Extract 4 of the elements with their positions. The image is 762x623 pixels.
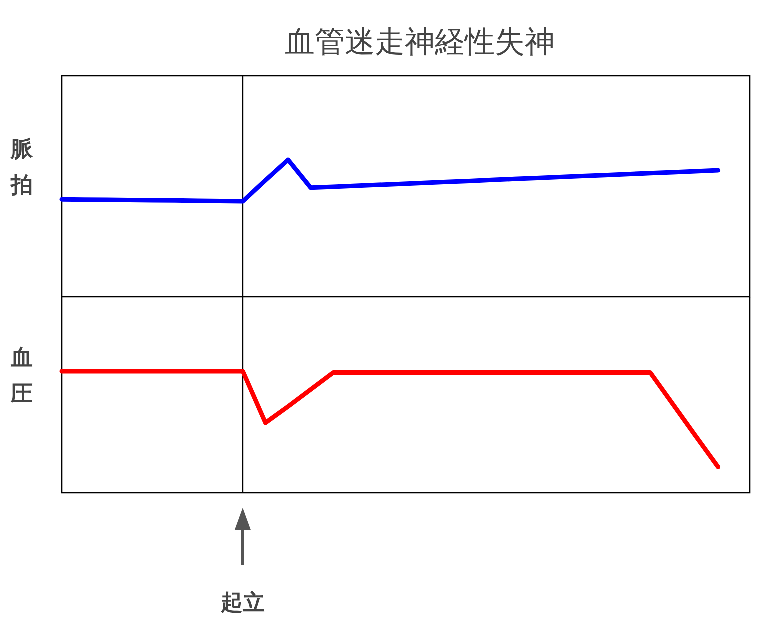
chart-title: 血管迷走神経性失神	[285, 25, 555, 60]
text: 起立	[220, 590, 265, 616]
y-axis-title: 血圧	[10, 346, 33, 407]
y-axis-title: 脈拍	[10, 138, 34, 198]
